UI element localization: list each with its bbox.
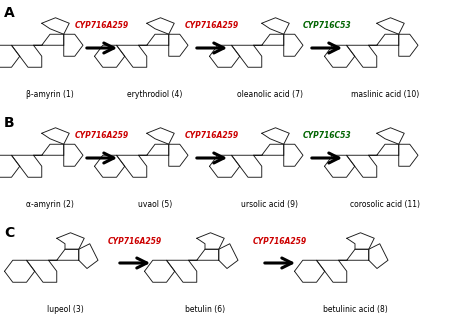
Text: lupeol (3): lupeol (3) [46,305,83,314]
Text: CYP716A259: CYP716A259 [75,132,129,141]
Text: betulin (6): betulin (6) [185,305,225,314]
Text: CYP716C53: CYP716C53 [302,21,350,30]
Text: betulinic acid (8): betulinic acid (8) [322,305,387,314]
Text: α-amyrin (2): α-amyrin (2) [26,200,74,209]
Text: β-amyrin (1): β-amyrin (1) [26,90,74,99]
Text: corosolic acid (11): corosolic acid (11) [349,200,419,209]
Text: CYP716A259: CYP716A259 [253,237,306,246]
Text: erythrodiol (4): erythrodiol (4) [127,90,182,99]
Text: CYP716A259: CYP716A259 [108,237,162,246]
Text: CYP716A259: CYP716A259 [75,21,129,30]
Text: uvaol (5): uvaol (5) [137,200,172,209]
Text: A: A [4,6,15,20]
Text: B: B [4,116,15,130]
Text: CYP716C53: CYP716C53 [302,132,350,141]
Text: CYP716A259: CYP716A259 [185,132,238,141]
Text: maslinic acid (10): maslinic acid (10) [350,90,418,99]
Text: oleanolic acid (7): oleanolic acid (7) [237,90,302,99]
Text: ursolic acid (9): ursolic acid (9) [241,200,298,209]
Text: C: C [4,226,14,240]
Text: CYP716A259: CYP716A259 [185,21,238,30]
